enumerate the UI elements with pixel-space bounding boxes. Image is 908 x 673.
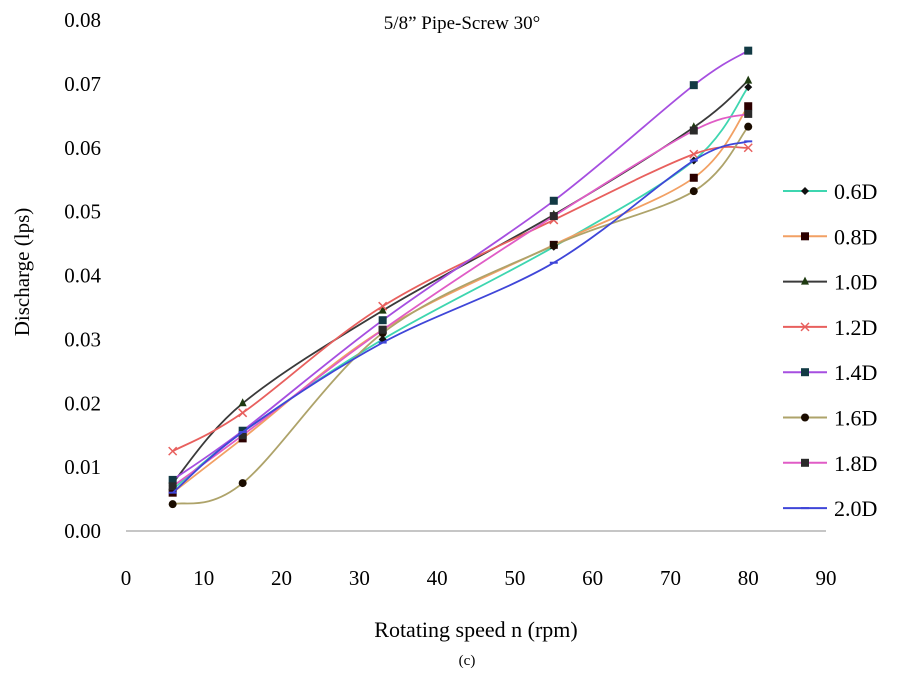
data-point-1-6d: [550, 241, 558, 249]
series-line-1-8d: [173, 114, 749, 486]
y-tick-labels: 0.00 0.01 0.02 0.03 0.04 0.05 0.06 0.07 0.08: [64, 8, 101, 543]
data-point-1-4d: [550, 197, 558, 205]
data-point-1-8d: [379, 326, 387, 334]
data-point-1-8d: [550, 212, 558, 220]
data-point-1-6d: [690, 187, 698, 195]
x-tick-labels: 0 10 20 30 40 50 60 70 80 90: [121, 566, 837, 590]
data-point-1-4d: [690, 81, 698, 89]
legend-label-1-2d: 1.2D: [834, 315, 877, 340]
x-tick-label: 70: [660, 566, 681, 590]
x-tick-label: 10: [193, 566, 214, 590]
legend-marker-1-6d: [801, 414, 809, 422]
data-point-1-0d: [239, 398, 247, 406]
chart-title: 5/8” Pipe-Screw 30°: [384, 13, 540, 34]
legend-label-1-0d: 1.0D: [834, 270, 877, 295]
y-tick-label: 0.05: [64, 200, 101, 224]
x-axis-label: Rotating speed n (rpm): [374, 617, 577, 642]
y-tick-label: 0.01: [64, 455, 101, 479]
y-tick-label: 0.08: [64, 8, 101, 32]
legend: 0.6D 0.8D 1.0D 1.2D 1.4D 1.6D 1.8D 2.0D: [783, 179, 877, 521]
plot-area: [169, 47, 753, 509]
data-point-1-6d: [239, 479, 247, 487]
x-tick-label: 40: [427, 566, 448, 590]
y-axis-label: Discharge (lps): [10, 208, 34, 337]
legend-label-0-8d: 0.8D: [834, 224, 877, 249]
data-point-1-4d: [744, 47, 752, 55]
y-tick-label: 0.00: [64, 519, 101, 543]
data-point-0-8d: [744, 102, 752, 110]
x-tick-label: 50: [504, 566, 525, 590]
data-point-1-0d: [744, 76, 752, 84]
legend-label-1-4d: 1.4D: [834, 360, 877, 385]
series-line-2-0d: [173, 141, 749, 492]
data-point-1-2d: [169, 447, 177, 455]
y-tick-label: 0.07: [64, 72, 101, 96]
legend-label-0-6d: 0.6D: [834, 179, 877, 204]
legend-label-1-8d: 1.8D: [834, 451, 877, 476]
y-tick-label: 0.04: [64, 264, 101, 288]
y-tick-label: 0.06: [64, 136, 101, 160]
data-point-1-8d: [690, 127, 698, 135]
data-point-1-6d: [744, 123, 752, 131]
data-point-0-8d: [690, 174, 698, 182]
y-tick-label: 0.02: [64, 391, 101, 415]
series-line-1-2d: [173, 147, 749, 451]
x-tick-label: 90: [816, 566, 837, 590]
x-tick-label: 30: [349, 566, 370, 590]
figure-caption: (c): [459, 653, 476, 669]
y-tick-label: 0.03: [64, 327, 101, 351]
data-point-1-8d: [744, 110, 752, 118]
legend-label-1-6d: 1.6D: [834, 406, 877, 431]
x-tick-label: 80: [738, 566, 759, 590]
series-line-1-4d: [173, 51, 749, 480]
x-tick-label: 60: [582, 566, 603, 590]
legend-marker-0-6d: [801, 187, 809, 195]
legend-marker-1-8d: [801, 459, 809, 467]
legend-marker-1-4d: [801, 368, 809, 376]
x-tick-label: 0: [121, 566, 132, 590]
data-point-1-6d: [169, 500, 177, 508]
data-point-1-4d: [379, 316, 387, 324]
legend-marker-0-8d: [801, 232, 809, 240]
legend-label-2-0d: 2.0D: [834, 496, 877, 521]
series-line-0-8d: [173, 106, 749, 493]
data-point-1-2d: [239, 409, 247, 417]
x-tick-label: 20: [271, 566, 292, 590]
